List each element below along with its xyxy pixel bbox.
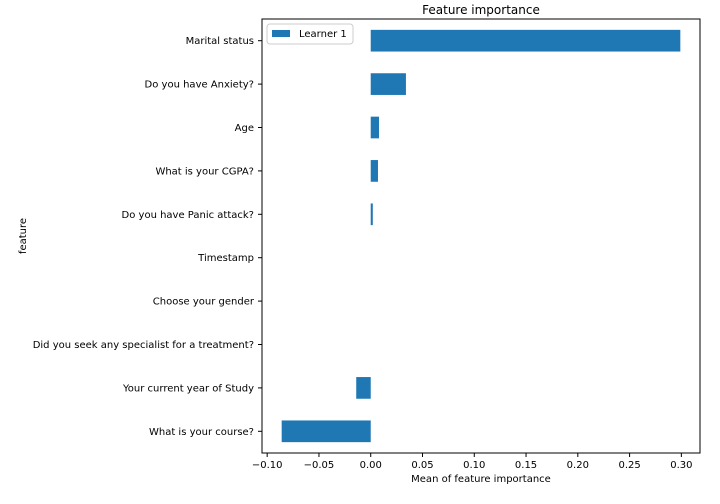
x-axis-label: Mean of feature importance <box>411 474 551 485</box>
legend-swatch <box>272 30 290 37</box>
y-tick-label: Timestamp <box>197 253 254 264</box>
bar <box>370 29 681 52</box>
legend: Learner 1 <box>266 23 354 45</box>
y-axis-label: feature <box>18 218 29 254</box>
chart-title: Feature importance <box>422 3 540 17</box>
y-axis-ticks: Marital status Do you have Anxiety? Age Wha… <box>33 36 262 438</box>
y-tick-label: Did you seek any specialist for a treatm… <box>33 340 254 351</box>
bar <box>281 420 371 443</box>
bar <box>370 73 406 95</box>
x-tick-label: 0.30 <box>670 460 692 471</box>
x-tick-label: 0.20 <box>567 460 589 471</box>
legend-label: Learner 1 <box>299 29 347 40</box>
x-tick-label: 0.25 <box>618 460 640 471</box>
bars-group <box>281 29 681 443</box>
y-tick-label: What is your course? <box>149 427 254 438</box>
y-tick-label: Do you have Anxiety? <box>145 80 254 91</box>
x-tick-label: −0.10 <box>252 460 283 471</box>
x-axis-ticks: −0.10 −0.05 0.00 0.05 0.10 0.15 0.20 0.25 0.30 <box>252 453 692 471</box>
x-tick-label: 0.00 <box>360 460 382 471</box>
y-tick-label: Do you have Panic attack? <box>122 210 254 221</box>
plot-frame <box>261 18 701 454</box>
y-tick-label: Your current year of Study <box>122 383 254 394</box>
bar <box>370 160 378 182</box>
bar <box>370 116 380 139</box>
y-tick-label: Choose your gender <box>153 297 255 308</box>
y-tick-label: Age <box>235 123 254 134</box>
x-tick-label: −0.05 <box>304 460 335 471</box>
y-tick-label: What is your CGPA? <box>155 166 254 177</box>
x-tick-label: 0.10 <box>463 460 485 471</box>
bar <box>356 377 371 399</box>
x-tick-label: 0.05 <box>411 460 433 471</box>
bar <box>370 203 373 226</box>
legend-box <box>266 23 354 45</box>
x-tick-label: 0.15 <box>515 460 537 471</box>
y-tick-label: Marital status <box>186 36 254 47</box>
